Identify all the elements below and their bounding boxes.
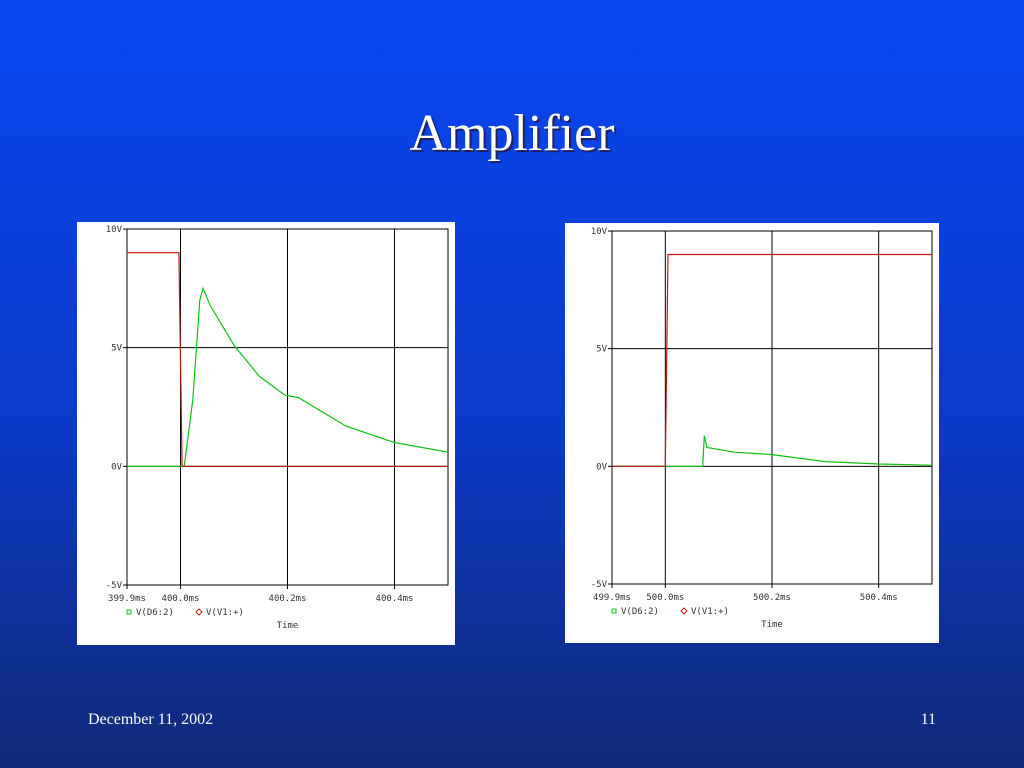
- title-shadow: Amplifier: [411, 107, 616, 164]
- series-line: [127, 252, 448, 467]
- y-tick-label: 0V: [111, 462, 122, 472]
- series-line: [612, 435, 933, 467]
- legend-marker: [126, 609, 132, 615]
- x-tick-label: 400.0ms: [162, 594, 200, 604]
- legend-marker: [195, 608, 203, 616]
- plot-frame: [126, 228, 449, 586]
- y-tick-label: 5V: [596, 345, 607, 355]
- page-number: 11: [921, 711, 936, 728]
- x-tick-label: 400.4ms: [376, 594, 414, 604]
- series-line: [127, 286, 449, 467]
- plot-frame: [611, 230, 933, 585]
- y-tick-label: -5V: [106, 581, 123, 591]
- legend-marker: [680, 607, 688, 615]
- chart-panel: [77, 222, 455, 645]
- y-tick-label: 0V: [596, 462, 607, 472]
- chart-panel: [565, 223, 939, 643]
- legend-label: V(D6:2): [136, 608, 174, 618]
- legend-marker: [611, 608, 617, 614]
- x-axis-label: Time: [761, 620, 783, 630]
- x-tick-label: 500.0ms: [646, 593, 684, 603]
- x-tick-label: 500.2ms: [753, 593, 791, 603]
- x-axis-label: Time: [277, 621, 299, 631]
- y-tick-label: 10V: [106, 225, 123, 235]
- slide-title: Amplifier: [409, 105, 614, 162]
- legend-label: V(V1:+): [206, 608, 244, 618]
- series-line: [612, 253, 932, 467]
- x-tick-label: 399.9ms: [108, 594, 146, 604]
- x-tick-label: 500.4ms: [860, 593, 898, 603]
- footer-date: December 11, 2002: [88, 711, 213, 728]
- y-tick-label: 5V: [111, 344, 122, 354]
- x-tick-label: 400.2ms: [269, 594, 307, 604]
- x-tick-label: 499.9ms: [593, 593, 631, 603]
- legend-label: V(D6:2): [621, 607, 659, 617]
- y-tick-label: -5V: [591, 580, 608, 590]
- y-tick-label: 10V: [591, 227, 608, 237]
- legend-label: V(V1:+): [691, 607, 729, 617]
